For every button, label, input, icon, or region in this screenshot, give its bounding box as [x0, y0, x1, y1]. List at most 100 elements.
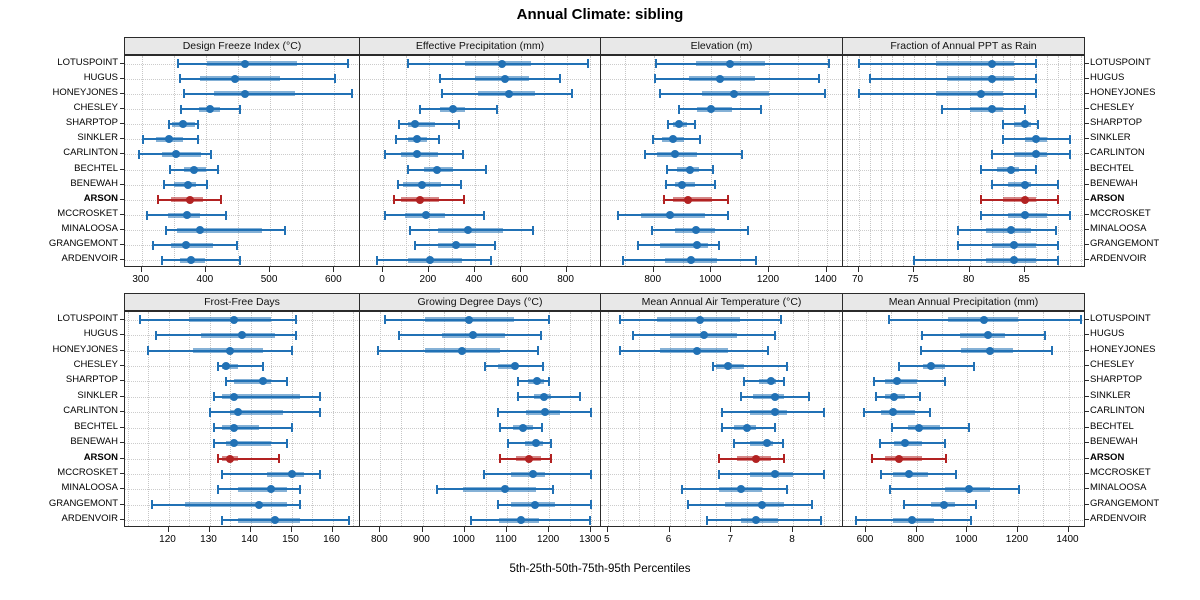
median-dot: [1010, 256, 1018, 265]
panel: [124, 311, 360, 527]
row-tick-right: [1085, 503, 1089, 505]
row-tick-right: [1085, 92, 1089, 94]
percentile-cap: [1068, 149, 1071, 159]
percentile-cap: [396, 180, 399, 190]
percentile-cap: [857, 59, 860, 69]
grid-line-vertical: [443, 312, 445, 526]
grid-line-vertical: [422, 312, 424, 526]
percentile-cap: [944, 438, 946, 448]
median-dot: [165, 135, 174, 144]
median-dot: [666, 211, 675, 219]
percentile-cap: [940, 104, 943, 114]
grid-line-row: [601, 381, 842, 383]
x-axis-tick-label: 600: [511, 274, 529, 285]
percentile-cap: [717, 454, 720, 464]
x-axis-tick-label: 900: [413, 534, 430, 545]
grid-line-vertical: [271, 312, 272, 526]
x-axis-tick-label: 8: [789, 534, 795, 545]
percentile-25-75-bar: [1008, 182, 1031, 188]
median-dot: [908, 516, 917, 525]
grid-line-row: [360, 366, 600, 367]
percentile-cap: [196, 134, 199, 144]
median-dot: [889, 408, 898, 417]
percentile-cap: [590, 407, 593, 417]
median-dot: [226, 346, 234, 355]
site-label-left: GRANGEMONT: [48, 497, 118, 509]
percentile-cap: [409, 225, 412, 235]
percentile-cap: [857, 89, 860, 99]
percentile-cap: [658, 89, 661, 99]
grid-line-row: [843, 443, 1084, 445]
site-label-left: BENEWAH: [70, 436, 118, 448]
percentile-cap: [617, 210, 619, 220]
percentile-cap: [929, 407, 932, 417]
grid-line-row: [125, 260, 359, 262]
percentile-cap: [1068, 134, 1071, 144]
median-dot: [469, 331, 478, 340]
x-axis-tick: [668, 527, 670, 532]
median-dot: [178, 120, 187, 129]
grid-line-row: [360, 154, 600, 156]
median-dot: [241, 59, 250, 68]
grid-line-row: [360, 124, 600, 126]
grid-line-vertical: [250, 312, 252, 526]
grid-line-vertical: [769, 56, 770, 266]
percentile-cap: [436, 484, 439, 494]
site-label-left: ARSON: [83, 192, 118, 204]
x-axis-tick: [606, 527, 608, 532]
grid-line-vertical: [238, 56, 239, 266]
percentile-25-75-bar: [1002, 197, 1037, 203]
percentile-25-75-bar: [221, 363, 239, 369]
percentile-cap: [216, 361, 219, 371]
percentile-cap: [440, 89, 443, 99]
percentile-cap: [637, 240, 640, 250]
panel-strip: Effective Precipitation (mm): [359, 37, 601, 55]
percentile-cap: [319, 407, 322, 417]
median-dot: [692, 241, 701, 250]
grid-line-vertical: [891, 56, 893, 266]
median-dot: [426, 256, 435, 265]
row-tick-right: [1085, 198, 1089, 200]
percentile-cap: [666, 165, 668, 175]
percentile-25-75-bar: [673, 197, 712, 203]
percentile-cap: [1035, 165, 1038, 175]
percentile-25-75-bar: [225, 440, 271, 446]
x-axis-tick: [915, 527, 917, 532]
percentile-cap: [880, 469, 882, 479]
x-axis-tick: [792, 527, 793, 532]
percentile-cap: [205, 180, 208, 190]
median-dot: [182, 211, 191, 219]
percentile-cap: [1001, 119, 1004, 129]
grid-line-vertical: [866, 312, 867, 526]
percentile-cap: [168, 165, 171, 175]
grid-line-vertical: [682, 56, 684, 266]
grid-line-vertical: [700, 312, 702, 526]
percentile-cap: [889, 484, 892, 494]
percentile-cap: [462, 149, 465, 159]
percentile-cap: [376, 255, 379, 265]
x-axis-tick-label: 0: [379, 274, 385, 285]
percentile-cap: [945, 454, 947, 464]
x-axis-tick: [208, 527, 210, 532]
median-dot: [413, 150, 422, 159]
percentile-cap: [220, 195, 223, 205]
x-axis-tick: [565, 267, 567, 272]
x-axis-tick: [167, 527, 169, 532]
x-axis-tick-label: 75: [907, 274, 919, 285]
row-tick-left: [120, 244, 124, 246]
row-tick-left: [120, 153, 124, 155]
percentile-25-75-bar: [947, 76, 1014, 82]
x-axis-tick: [421, 527, 423, 532]
row-tick-right: [1085, 259, 1089, 261]
percentile-cap: [1057, 195, 1060, 205]
percentile-cap: [773, 330, 776, 340]
percentile-cap: [699, 134, 702, 144]
site-label-left: ARSON: [83, 451, 118, 463]
percentile-cap: [165, 225, 168, 235]
grid-line-vertical: [902, 56, 904, 266]
median-dot: [221, 362, 230, 370]
grid-line-vertical: [405, 56, 407, 266]
grid-line-vertical: [230, 312, 231, 526]
percentile-cap: [878, 438, 881, 448]
row-tick-left: [120, 457, 124, 459]
